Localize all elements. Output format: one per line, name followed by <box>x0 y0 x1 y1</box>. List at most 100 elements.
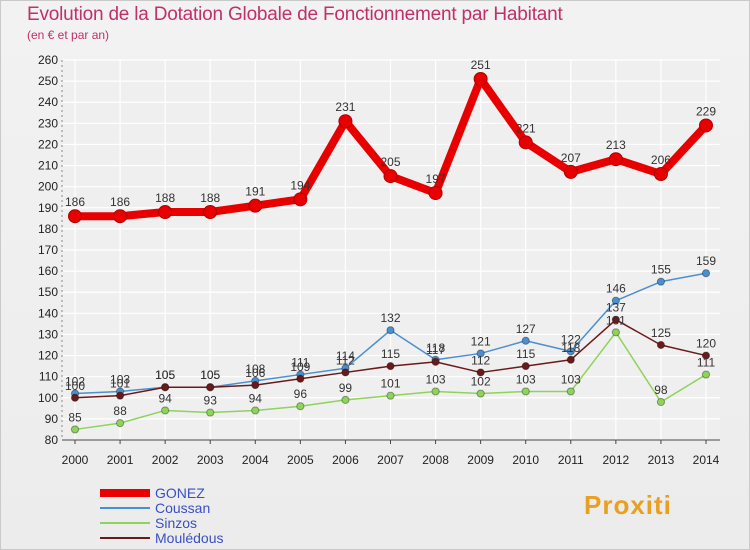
brand-logo: Proxiti <box>584 490 672 521</box>
x-tick-label: 2011 <box>558 453 584 467</box>
data-label: 118 <box>426 341 445 355</box>
data-point <box>386 391 395 400</box>
data-point <box>476 389 485 398</box>
data-point <box>566 387 575 396</box>
y-tick-label: 90 <box>45 412 59 426</box>
y-tick-label: 240 <box>38 95 58 109</box>
data-point <box>521 387 530 396</box>
data-label: 205 <box>380 155 400 169</box>
grid <box>62 59 720 441</box>
data-label: 98 <box>654 383 668 397</box>
data-point <box>566 355 575 364</box>
x-tick-label: 2005 <box>287 453 314 467</box>
data-labels: 186 186 188 188 191 194 231 205 197 251 221 207 213 2… <box>65 58 716 424</box>
data-point <box>341 368 350 377</box>
data-point <box>70 393 80 402</box>
data-label: 103 <box>516 372 536 386</box>
data-point <box>431 357 440 366</box>
y-tick-label: 220 <box>38 137 58 151</box>
data-point <box>428 186 443 200</box>
data-label: 137 <box>606 301 626 315</box>
x-tick-label: 2006 <box>332 453 359 467</box>
data-label: 108 <box>245 362 265 376</box>
data-label: 102 <box>65 375 85 389</box>
data-label: 132 <box>380 311 400 325</box>
data-point <box>115 391 125 400</box>
x-tick-label: 2008 <box>422 453 449 467</box>
y-tick-label: 180 <box>38 222 58 236</box>
data-point <box>158 205 173 219</box>
data-point <box>431 387 440 396</box>
data-point <box>521 336 530 345</box>
data-label: 188 <box>200 191 220 205</box>
x-tick-label: 2007 <box>377 453 404 467</box>
data-label: 186 <box>110 195 130 209</box>
legend-label: Coussan <box>155 500 210 516</box>
y-tick-label: 110 <box>39 370 58 384</box>
data-label: 105 <box>155 368 175 382</box>
y-tick-label: 170 <box>38 243 58 257</box>
data-label: 94 <box>249 391 263 405</box>
data-point <box>341 395 350 404</box>
data-label: 85 <box>68 410 82 424</box>
data-label: 111 <box>291 356 310 370</box>
data-label: 112 <box>471 353 490 367</box>
data-label: 96 <box>294 387 308 401</box>
legend-label: Sinzos <box>155 515 197 531</box>
data-label: 114 <box>336 349 355 363</box>
data-label: 101 <box>380 377 400 391</box>
data-label: 118 <box>561 341 580 355</box>
data-point <box>518 135 533 150</box>
x-tick-label: 2000 <box>62 453 89 467</box>
data-point <box>563 164 578 179</box>
data-label: 206 <box>651 153 671 167</box>
data-point <box>206 408 215 417</box>
x-tick-label: 2003 <box>197 453 224 467</box>
data-point <box>699 118 713 133</box>
y-tick-label: 190 <box>38 201 58 215</box>
data-point <box>115 419 125 428</box>
x-tick-label: 2010 <box>512 453 539 467</box>
data-point <box>296 374 305 383</box>
chart-subtitle: (en € et par an) <box>27 28 110 42</box>
chart-title: Evolution de la Dotation Globale de Fonc… <box>27 4 563 25</box>
x-tick-label: 2009 <box>467 453 494 467</box>
data-point <box>251 406 260 415</box>
x-tick-label: 2012 <box>603 453 630 467</box>
y-tick-label: 80 <box>45 433 59 447</box>
data-point <box>701 269 711 278</box>
data-label: 106 <box>245 366 265 380</box>
data-label: 93 <box>204 394 218 408</box>
data-point <box>521 362 530 371</box>
y-tick-label: 230 <box>38 116 58 130</box>
data-label: 105 <box>200 368 220 382</box>
data-label: 103 <box>561 372 581 386</box>
data-label: 88 <box>113 404 127 418</box>
data-label: 146 <box>606 282 626 296</box>
data-label: 105 <box>155 368 175 382</box>
x-tick-label: 2013 <box>648 453 675 467</box>
data-label: 131 <box>606 313 626 327</box>
data-point <box>611 296 620 305</box>
data-point <box>206 383 215 392</box>
data-point <box>161 406 170 415</box>
data-point <box>656 340 666 350</box>
data-label: 229 <box>696 104 716 118</box>
data-label: 115 <box>381 347 400 361</box>
y-tick-label: 150 <box>38 285 58 299</box>
y-tick-label: 140 <box>38 306 58 320</box>
y-tick-label: 250 <box>38 74 58 88</box>
data-point <box>386 326 395 335</box>
data-label: 100 <box>65 379 85 393</box>
data-label: 111 <box>697 356 716 370</box>
data-point <box>386 362 395 371</box>
data-point <box>296 402 305 411</box>
data-point <box>611 328 620 337</box>
y-tick-label: 100 <box>38 391 58 405</box>
data-label: 125 <box>651 326 671 340</box>
series <box>68 72 713 434</box>
data-label: 103 <box>426 372 446 386</box>
data-point <box>70 425 80 434</box>
